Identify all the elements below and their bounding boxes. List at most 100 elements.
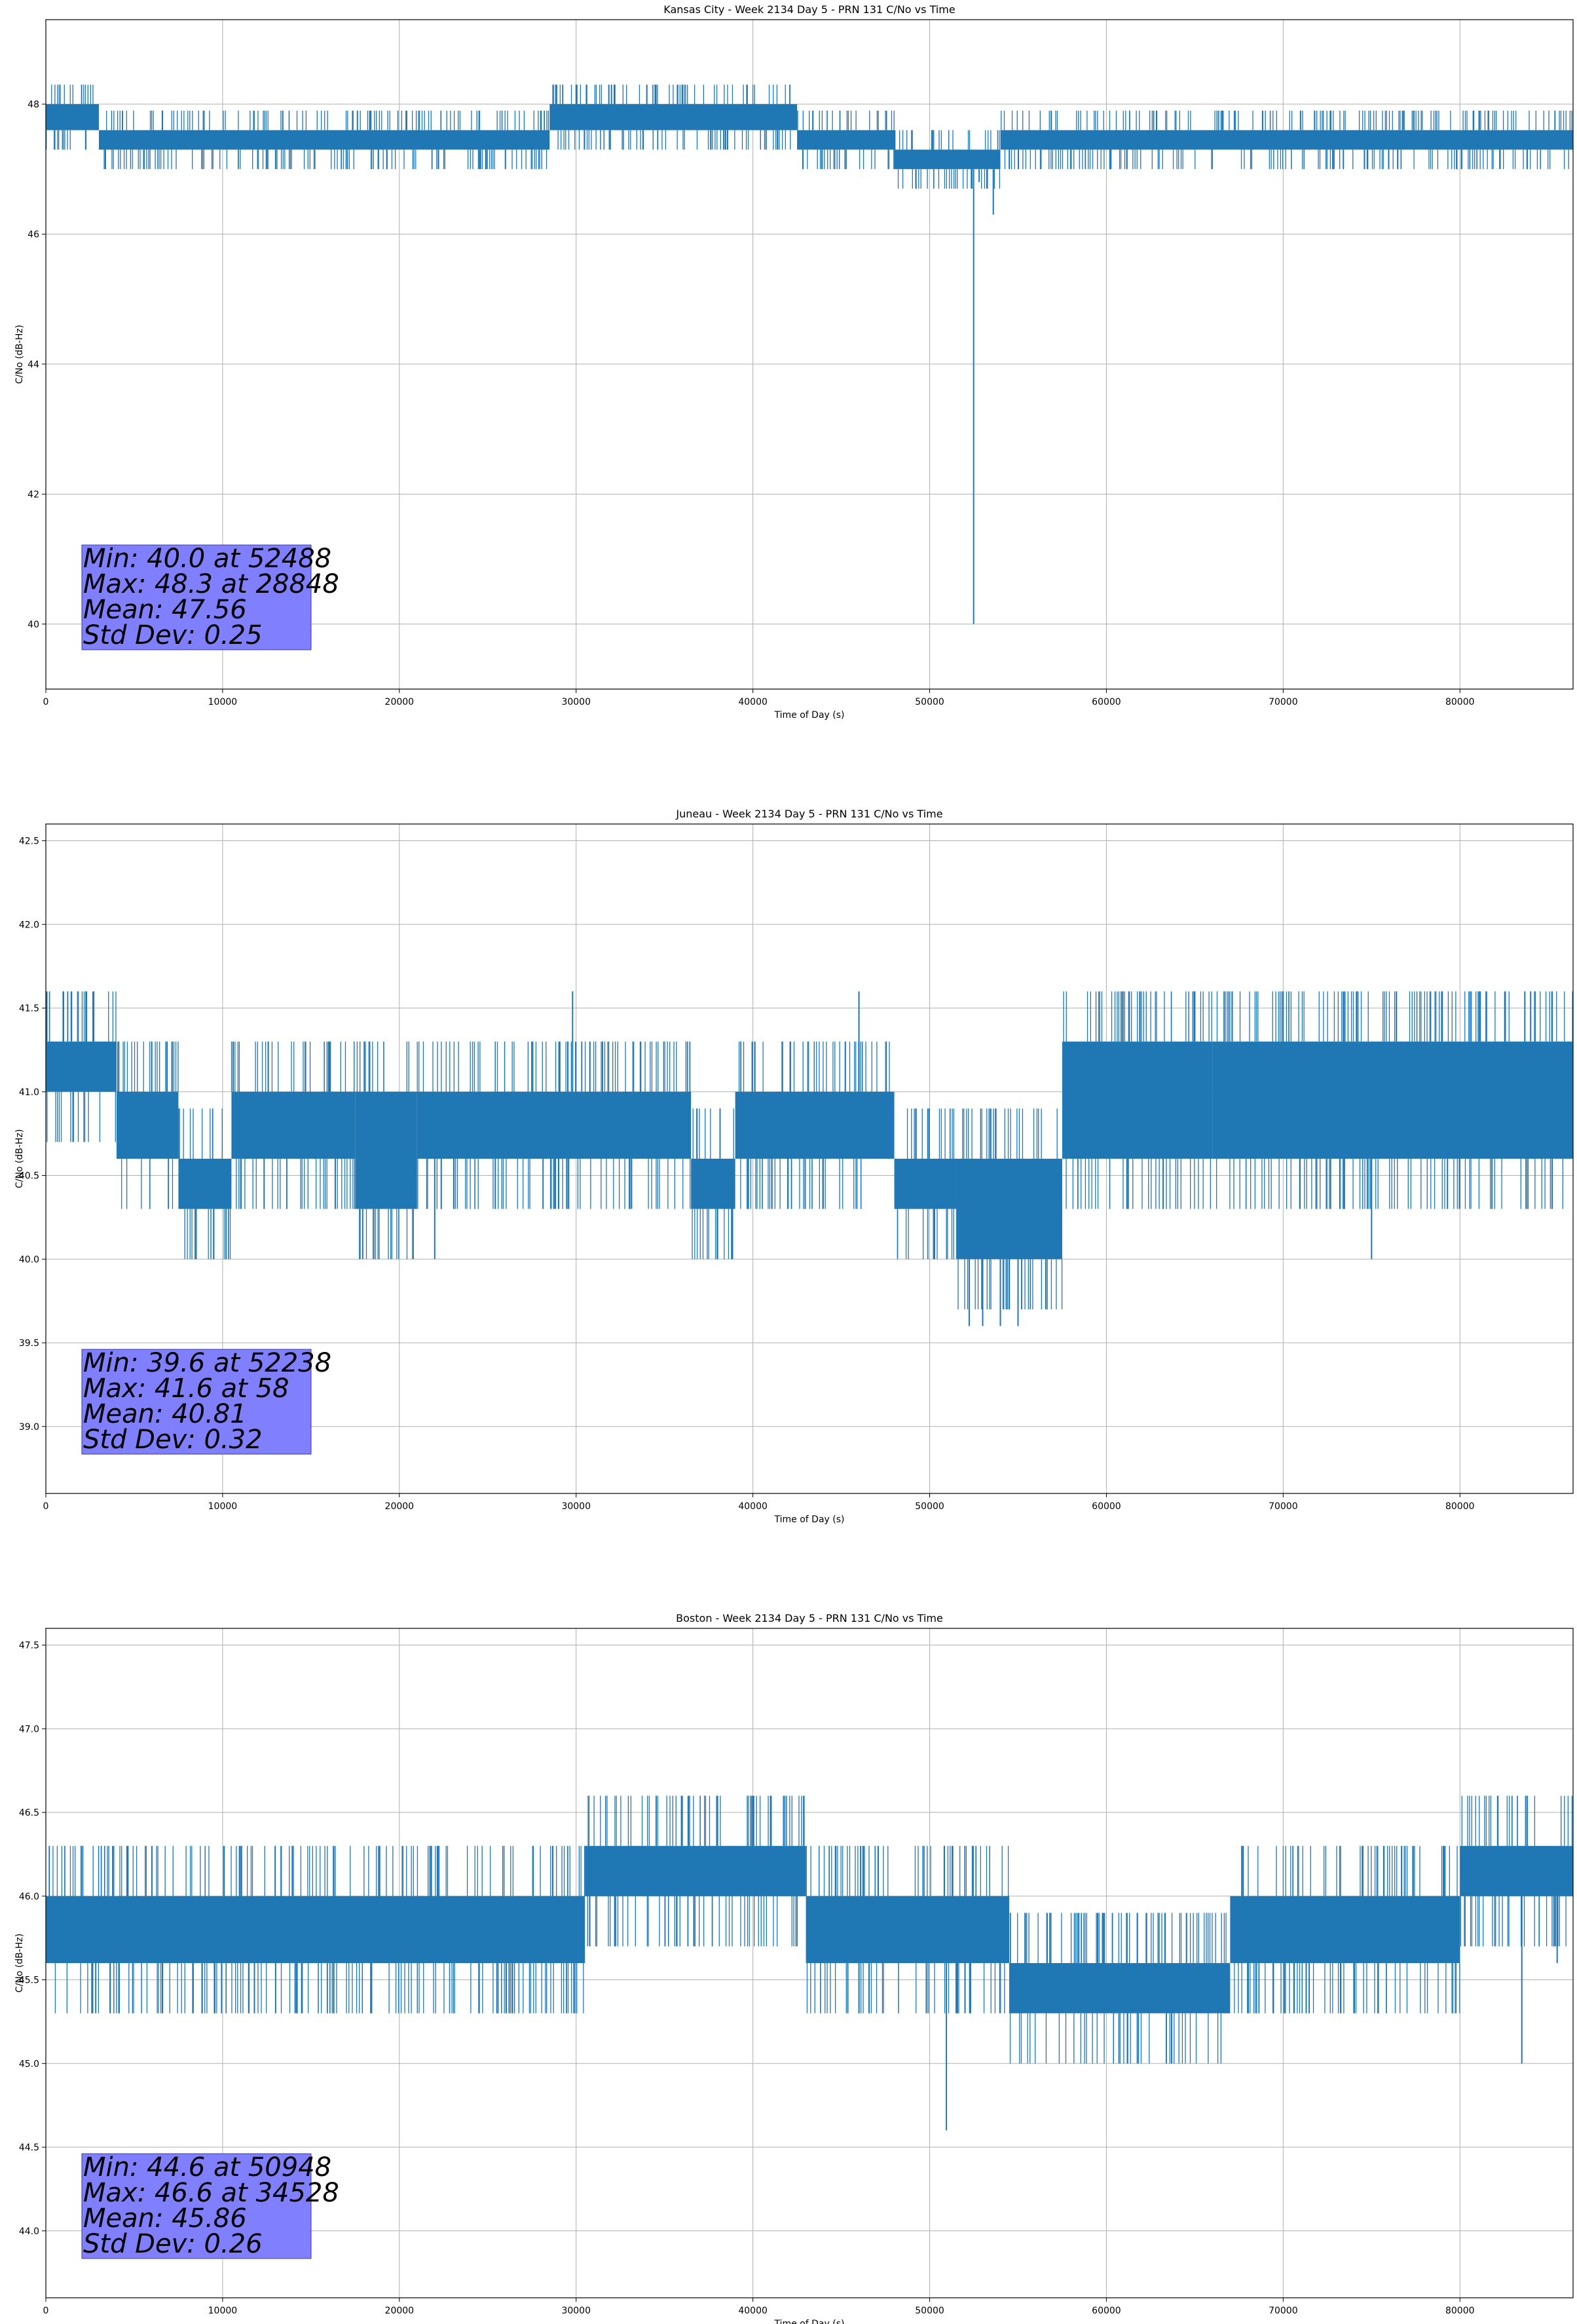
series-band bbox=[46, 1896, 585, 1963]
stats-box-bg bbox=[81, 1349, 312, 1455]
stats-line: Mean: 45.86 bbox=[83, 2203, 247, 2234]
stats-line: Std Dev: 0.25 bbox=[83, 620, 263, 650]
series bbox=[46, 1795, 1573, 2131]
y-tick-label: 45.5 bbox=[19, 1976, 39, 1986]
axes-frame bbox=[45, 823, 1574, 1494]
stats-line: Mean: 40.81 bbox=[83, 1399, 247, 1429]
series bbox=[46, 991, 1573, 1326]
series-band bbox=[98, 130, 550, 150]
series-band bbox=[46, 1041, 117, 1092]
series-band bbox=[417, 1091, 692, 1159]
x-tick-label: 0 bbox=[43, 1501, 49, 1512]
axes-frame bbox=[45, 19, 1574, 690]
y-axis-label: C/No (dB-Hz) bbox=[14, 1129, 25, 1188]
x-tick-label: 70000 bbox=[1269, 1501, 1298, 1512]
y-axis-label: C/No (dB-Hz) bbox=[14, 1934, 25, 1993]
y-tick-label: 42 bbox=[28, 489, 39, 500]
series-jitter bbox=[46, 84, 1572, 189]
series-jitter bbox=[48, 1795, 1573, 2064]
chart-kansas-city: Kansas City - Week 2134 Day 5 - PRN 131 … bbox=[14, 3, 1574, 721]
x-tick-label: 40000 bbox=[738, 2306, 768, 2316]
series-jitter bbox=[46, 991, 1573, 1309]
y-tick-label: 41.5 bbox=[19, 1003, 39, 1014]
stats-line: Std Dev: 0.32 bbox=[83, 1425, 263, 1455]
x-tick-label: 60000 bbox=[1092, 697, 1121, 707]
x-tick-label: 70000 bbox=[1269, 2306, 1298, 2316]
x-tick-label: 80000 bbox=[1445, 697, 1475, 707]
y-tick-label: 46 bbox=[28, 229, 39, 240]
x-tick-label: 70000 bbox=[1269, 697, 1298, 707]
y-tick-label: 42.5 bbox=[19, 836, 39, 847]
x-axis-label: Time of Day (s) bbox=[774, 710, 845, 721]
series-band bbox=[46, 103, 99, 130]
series-band bbox=[549, 103, 798, 130]
y-tick-label: 41.0 bbox=[19, 1087, 39, 1098]
y-axis-label: C/No (dB-Hz) bbox=[14, 325, 25, 384]
series-band bbox=[1009, 1963, 1231, 2014]
series-band bbox=[585, 1846, 806, 1896]
x-tick-label: 60000 bbox=[1092, 2306, 1121, 2316]
y-tick-label: 40.0 bbox=[19, 1254, 39, 1265]
x-tick-label: 50000 bbox=[915, 2306, 944, 2316]
y-tick-label: 47.0 bbox=[19, 1724, 39, 1734]
stats-line: Max: 41.6 at 58 bbox=[83, 1374, 289, 1404]
stats-line: Min: 39.6 at 52238 bbox=[83, 1348, 331, 1378]
x-tick-label: 10000 bbox=[208, 697, 238, 707]
stats-box-bg bbox=[81, 2153, 312, 2259]
chart-title: Juneau - Week 2134 Day 5 - PRN 131 C/No … bbox=[675, 808, 942, 820]
series-band bbox=[797, 130, 895, 150]
y-tick-label: 44.5 bbox=[19, 2143, 39, 2153]
series-band bbox=[1062, 1041, 1213, 1159]
stats-line: Min: 40.0 at 52488 bbox=[83, 544, 331, 574]
series-band bbox=[178, 1159, 232, 1209]
x-tick-label: 30000 bbox=[561, 697, 591, 707]
series-band bbox=[1035, 130, 1573, 150]
x-tick-label: 0 bbox=[43, 697, 49, 707]
x-tick-label: 30000 bbox=[561, 1501, 591, 1512]
x-tick-label: 40000 bbox=[738, 697, 768, 707]
y-tick-label: 44.0 bbox=[19, 2226, 39, 2237]
series-band bbox=[735, 1091, 895, 1159]
y-tick-label: 40 bbox=[28, 620, 39, 630]
x-axis-label: Time of Day (s) bbox=[774, 1514, 845, 1525]
series-band bbox=[1212, 1041, 1573, 1159]
series-band bbox=[894, 1159, 957, 1209]
series bbox=[46, 84, 1573, 624]
stats-line: Max: 46.6 at 34528 bbox=[83, 2178, 339, 2208]
y-tick-label: 45.0 bbox=[19, 2059, 39, 2069]
series-band bbox=[1460, 1846, 1573, 1896]
x-tick-label: 20000 bbox=[385, 697, 415, 707]
series-band bbox=[806, 1896, 1009, 1963]
axes-frame bbox=[45, 1628, 1574, 2298]
grid bbox=[45, 20, 1573, 689]
y-tick-label: 40.5 bbox=[19, 1171, 39, 1182]
y-tick-label: 48 bbox=[28, 100, 39, 110]
x-axis-label: Time of Day (s) bbox=[774, 2319, 845, 2324]
x-tick-label: 50000 bbox=[915, 1501, 944, 1512]
stats-line: Mean: 47.56 bbox=[83, 595, 247, 625]
y-tick-label: 44 bbox=[28, 360, 39, 370]
series-band bbox=[231, 1091, 356, 1159]
x-tick-label: 40000 bbox=[738, 1501, 768, 1512]
y-tick-label: 47.5 bbox=[19, 1641, 39, 1651]
y-tick-label: 46.0 bbox=[19, 1892, 39, 1902]
chart-title: Kansas City - Week 2134 Day 5 - PRN 131 … bbox=[663, 3, 955, 16]
series-band bbox=[956, 1159, 1062, 1260]
stats-box-bg bbox=[81, 544, 312, 650]
series-band bbox=[1000, 130, 1036, 150]
series-band bbox=[355, 1091, 417, 1209]
stats-line: Std Dev: 0.26 bbox=[83, 2229, 263, 2259]
x-tick-label: 80000 bbox=[1445, 2306, 1475, 2316]
series-band bbox=[116, 1091, 179, 1159]
x-tick-label: 10000 bbox=[208, 2306, 238, 2316]
x-tick-label: 0 bbox=[43, 2306, 49, 2316]
series-band bbox=[691, 1159, 735, 1209]
x-tick-label: 60000 bbox=[1092, 1501, 1121, 1512]
y-tick-label: 39.5 bbox=[19, 1338, 39, 1349]
y-tick-label: 39.0 bbox=[19, 1422, 39, 1433]
chart-boston: Boston - Week 2134 Day 5 - PRN 131 C/No … bbox=[14, 1612, 1574, 2324]
